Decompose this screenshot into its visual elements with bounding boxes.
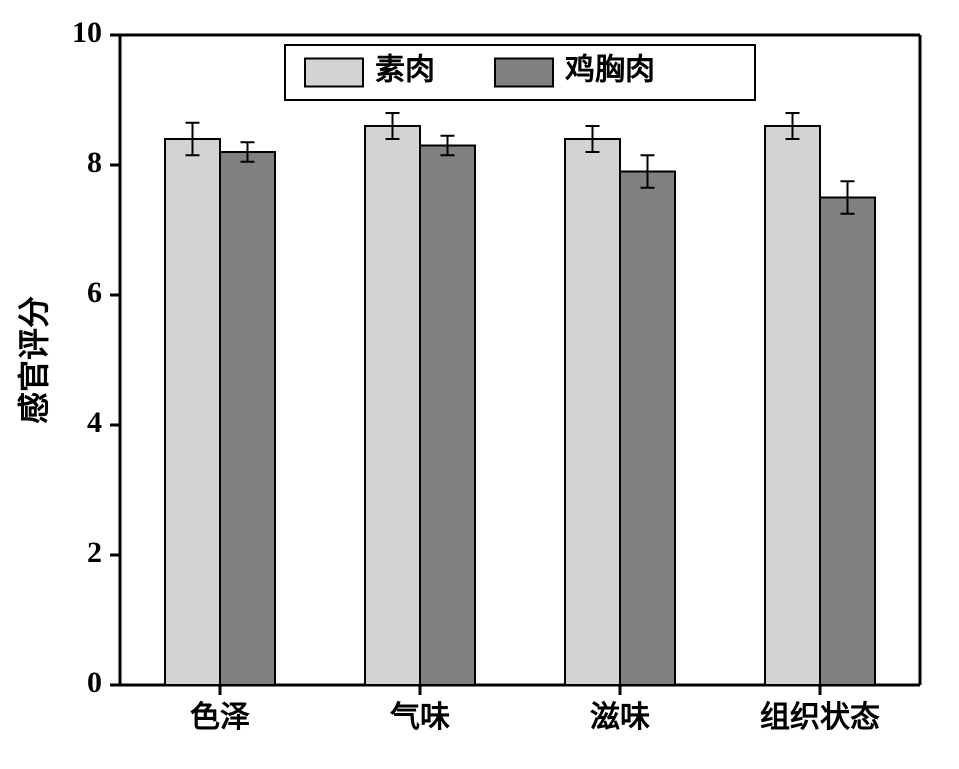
bar	[765, 126, 820, 685]
x-tick-label: 组织状态	[760, 700, 880, 734]
bar	[220, 152, 275, 685]
y-tick-label: 2	[87, 536, 102, 569]
bar	[165, 139, 220, 685]
y-tick-label: 4	[87, 406, 102, 439]
chart-container: 0 2 4 6 8 10 感官评分色泽 气味 滋味 组织状态 素肉 鸡胸肉	[0, 0, 959, 769]
x-tick-label: 气味	[390, 701, 450, 734]
y-tick-label: 8	[87, 146, 102, 179]
legend-label: 素肉	[375, 53, 435, 86]
y-axis-label: 感官评分	[16, 296, 52, 424]
bar-chart: 0 2 4 6 8 10 感官评分色泽 气味 滋味 组织状态 素肉 鸡胸肉	[0, 0, 959, 769]
y-tick-label: 6	[87, 276, 102, 309]
y-tick-label: 0	[87, 666, 102, 699]
x-tick-label: 滋味	[590, 701, 650, 734]
bar	[365, 126, 420, 685]
y-tick-label: 10	[72, 16, 102, 49]
bar	[565, 139, 620, 685]
bar	[820, 198, 875, 686]
bar	[420, 146, 475, 686]
x-tick-label: 色泽	[190, 701, 250, 734]
legend-label: 鸡胸肉	[565, 53, 655, 86]
bar	[620, 172, 675, 686]
